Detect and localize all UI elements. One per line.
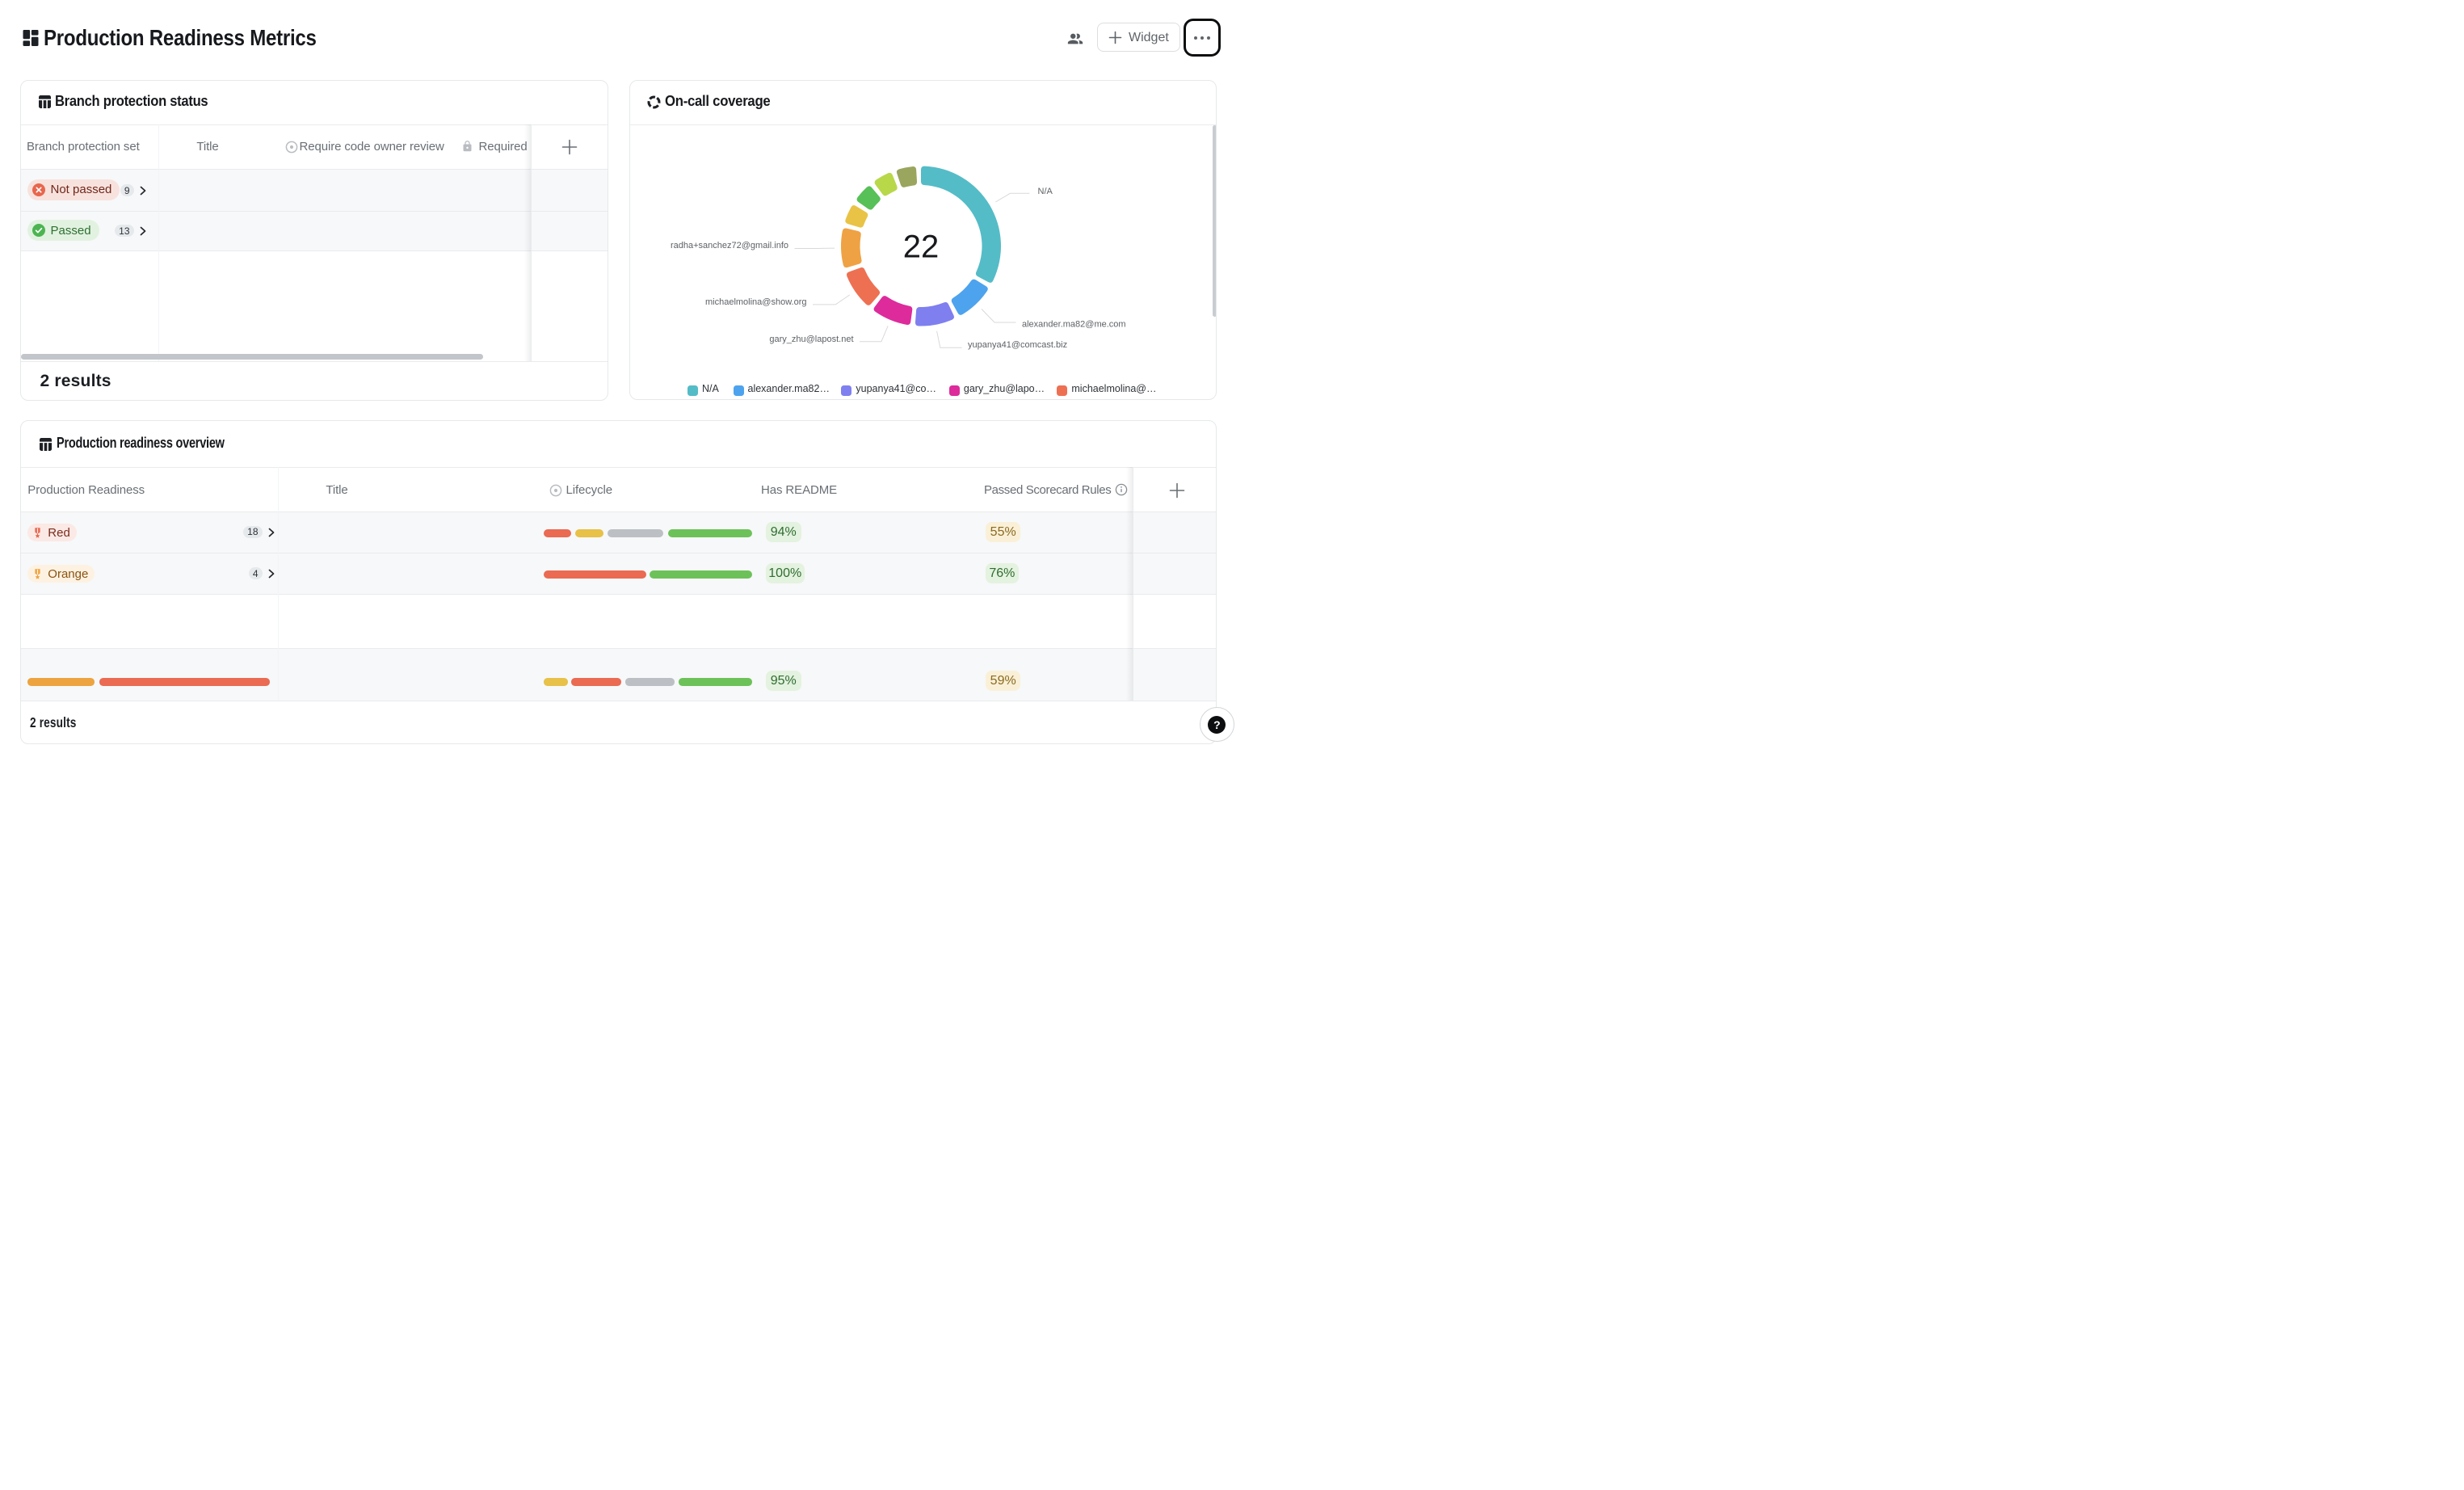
svg-text:22: 22: [902, 229, 939, 264]
svg-text:alexander.ma82@me.com: alexander.ma82@me.com: [1022, 319, 1126, 329]
svg-text:N/A: N/A: [1037, 187, 1053, 196]
svg-text:michaelmolina@show.org: michaelmolina@show.org: [704, 297, 806, 307]
svg-text:gary_zhu@lapost.net: gary_zhu@lapost.net: [769, 335, 853, 344]
svg-text:yupanya41@comcast.biz: yupanya41@comcast.biz: [968, 340, 1067, 350]
svg-text:radha+sanchez72@gmail.info: radha+sanchez72@gmail.info: [670, 241, 788, 250]
